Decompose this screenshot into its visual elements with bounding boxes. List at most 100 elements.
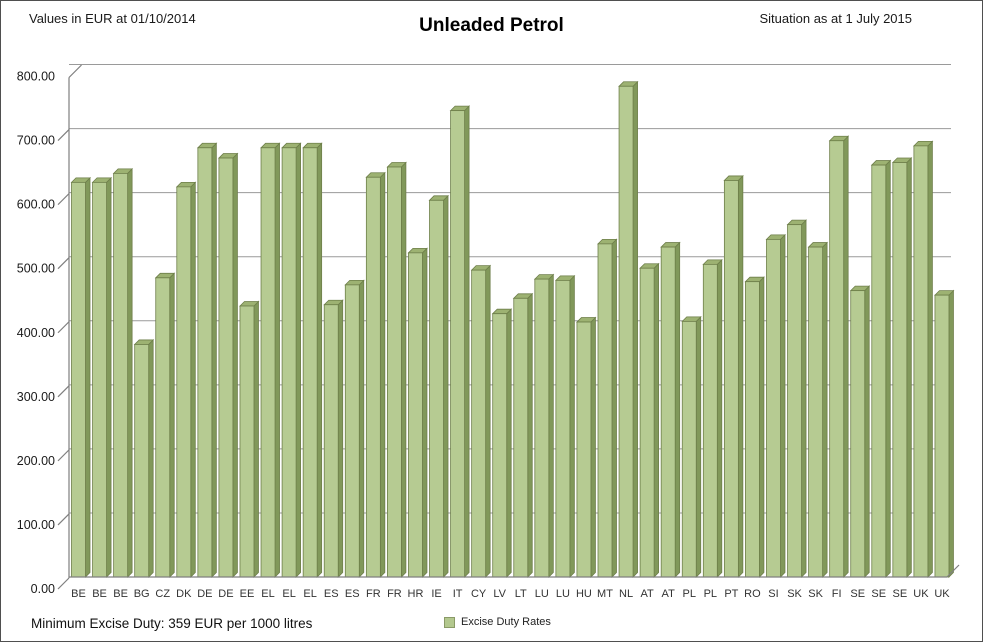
- x-axis-label: LT: [515, 588, 527, 600]
- bar-BG: [133, 338, 155, 578]
- bar-side-face: [337, 299, 344, 578]
- bar-front-face: [239, 305, 255, 578]
- bar-EL: [281, 142, 302, 578]
- bar-side-face: [127, 167, 133, 578]
- situation-date-note: Situation as at 1 July 2015: [759, 11, 913, 26]
- bar-front-face: [702, 263, 718, 578]
- bar-front-face: [429, 199, 444, 578]
- bar-UK: [912, 140, 934, 578]
- x-axis-label: CY: [471, 588, 487, 600]
- axis-line: [57, 385, 70, 398]
- bar-BE: [112, 167, 134, 578]
- x-axis-label: LU: [556, 588, 570, 600]
- y-axis-label: 100.00: [17, 518, 55, 532]
- x-axis-label: SE: [892, 588, 907, 600]
- bar-side-face: [379, 171, 386, 578]
- y-axis-label: 700.00: [17, 134, 55, 148]
- x-axis-label: FR: [387, 588, 402, 600]
- bar-front-face: [745, 281, 760, 578]
- bar-side-face: [148, 338, 154, 578]
- x-axis-label: BE: [92, 588, 107, 600]
- bar-FR: [365, 171, 386, 578]
- bar-side-face: [674, 241, 681, 578]
- bar-side-face: [422, 247, 428, 578]
- bar-CY: [470, 264, 492, 578]
- bar-front-face: [365, 176, 381, 578]
- minimum-excise-duty-note: Minimum Excise Duty: 359 EUR per 1000 li…: [31, 616, 313, 631]
- axis-line: [946, 564, 960, 578]
- axis-line: [57, 129, 70, 141]
- x-axis-label: HU: [576, 588, 592, 600]
- x-axis-label: SK: [808, 588, 823, 600]
- bar-front-face: [871, 164, 887, 578]
- bar-side-face: [506, 308, 512, 578]
- x-axis-label: SE: [871, 588, 886, 600]
- x-axis-label: PL: [683, 588, 696, 600]
- bar-DE: [217, 152, 239, 578]
- axis-line: [57, 321, 70, 334]
- x-axis-label: PT: [724, 588, 738, 600]
- x-axis-label: EL: [303, 588, 316, 600]
- x-axis-label: AT: [640, 588, 654, 600]
- bar-side-face: [232, 152, 238, 578]
- bar-side-face: [822, 241, 828, 578]
- x-axis-label: LV: [493, 588, 506, 600]
- bar-RO: [744, 276, 765, 578]
- bar-side-face: [569, 274, 575, 578]
- bar-front-face: [766, 238, 781, 578]
- bar-PT: [723, 174, 744, 578]
- bar-side-face: [695, 315, 702, 578]
- bar-SE: [870, 159, 892, 578]
- bar-SE: [849, 285, 871, 578]
- bar-front-face: [597, 243, 613, 578]
- x-axis-label: SE: [850, 588, 865, 600]
- y-axis-label: 500.00: [17, 262, 55, 276]
- bar-front-face: [450, 110, 465, 578]
- bar-front-face: [197, 147, 213, 578]
- bar-side-face: [400, 161, 407, 578]
- bar-side-face: [737, 174, 744, 578]
- bar-side-face: [106, 176, 112, 578]
- bar-side-face: [464, 105, 470, 578]
- bar-IT: [449, 105, 471, 578]
- bar-front-face: [892, 162, 908, 578]
- chart-legend: Excise Duty Rates: [444, 616, 551, 628]
- bar-side-face: [190, 181, 196, 578]
- axis-line: [57, 193, 70, 206]
- x-axis-label: FI: [832, 588, 842, 600]
- bar-side-face: [948, 289, 954, 578]
- bar-front-face: [344, 284, 360, 578]
- bar-front-face: [176, 186, 192, 578]
- bar-HR: [407, 247, 428, 578]
- x-axis-label: AT: [662, 588, 676, 600]
- bar-front-face: [492, 313, 508, 578]
- bar-HU: [575, 316, 597, 578]
- bar-BE: [91, 176, 113, 578]
- bar-front-face: [829, 140, 845, 578]
- bar-side-face: [843, 135, 849, 578]
- bar-EL: [260, 142, 281, 578]
- bar-front-face: [850, 290, 866, 578]
- x-axis-label: SI: [768, 588, 778, 600]
- bar-side-face: [527, 292, 533, 578]
- bar-AT: [639, 262, 660, 578]
- bar-front-face: [660, 246, 676, 578]
- bar-front-face: [323, 304, 339, 578]
- bar-front-face: [913, 145, 929, 578]
- bar-side-face: [295, 142, 302, 578]
- bar-MT: [597, 238, 618, 578]
- x-axis-label: ES: [345, 588, 360, 600]
- bar-side-face: [632, 80, 638, 578]
- x-axis-label: FR: [366, 588, 381, 600]
- bar-front-face: [934, 294, 950, 578]
- bar-side-face: [864, 285, 870, 578]
- bar-LV: [491, 308, 513, 578]
- bar-front-face: [513, 297, 529, 578]
- axis-line: [57, 449, 70, 462]
- bar-EE: [239, 300, 260, 578]
- bar-BE: [70, 176, 91, 578]
- bar-front-face: [787, 224, 802, 578]
- bar-front-face: [408, 252, 423, 578]
